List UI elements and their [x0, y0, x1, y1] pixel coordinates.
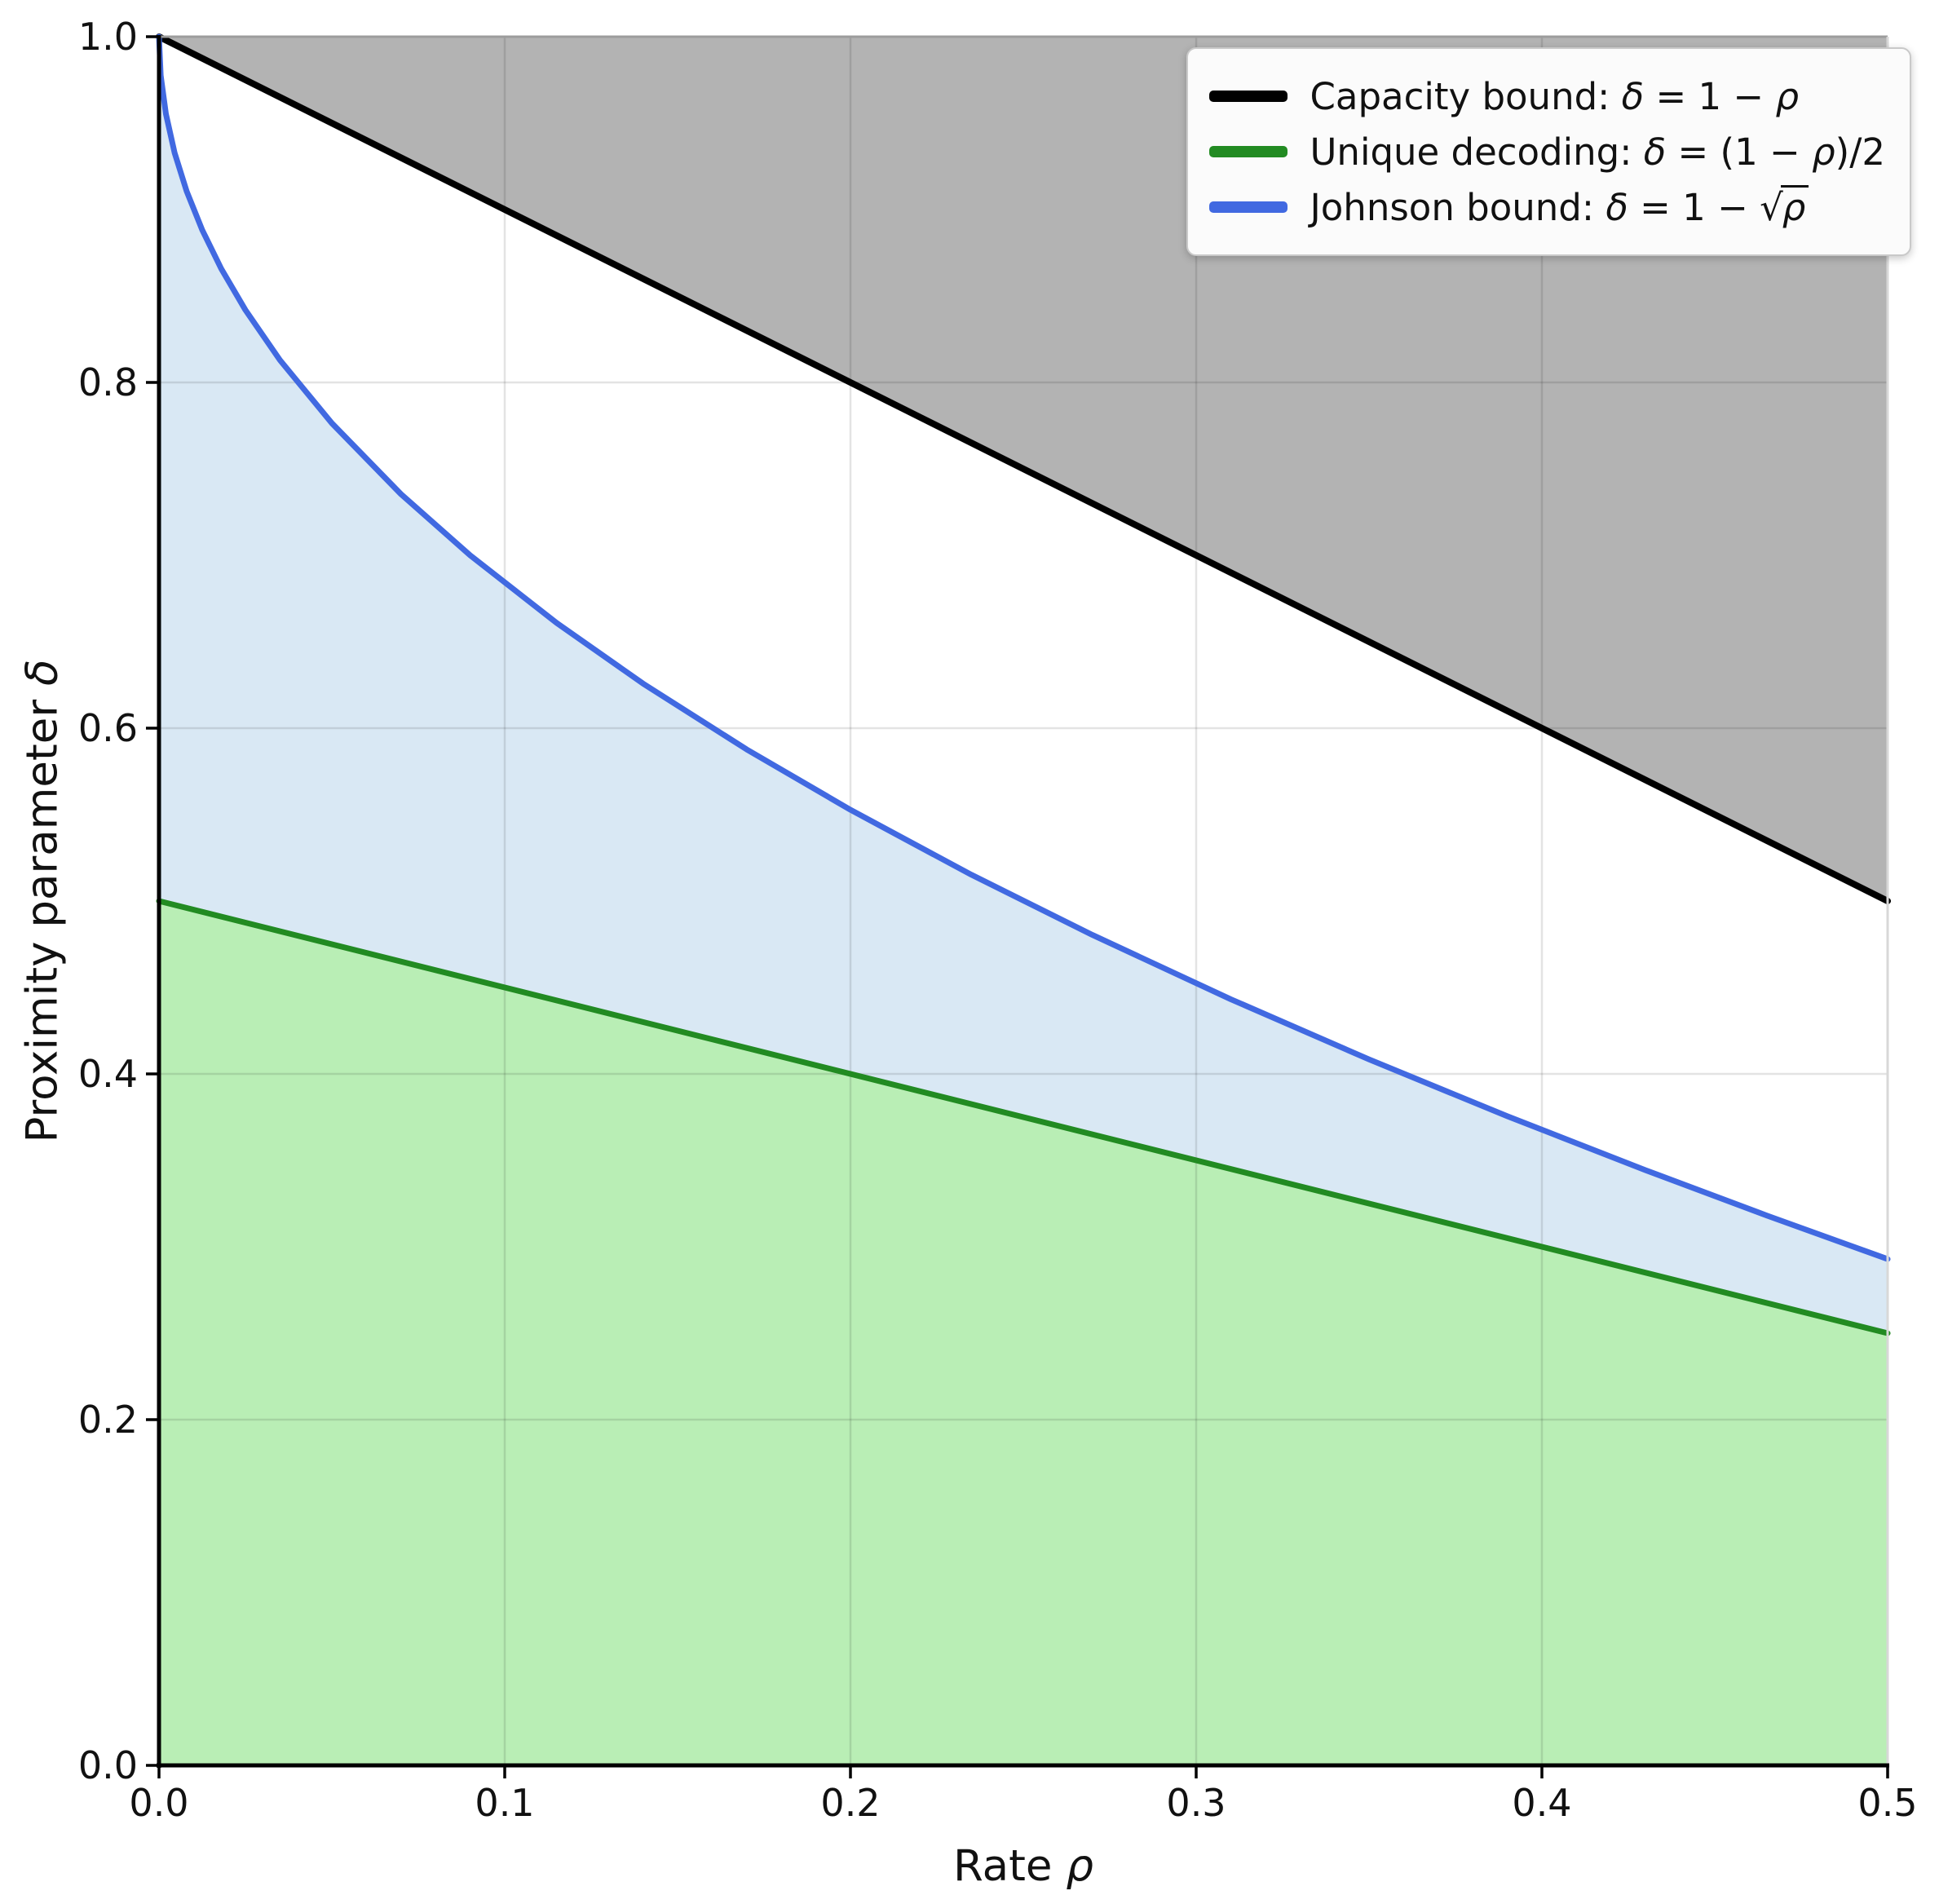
tick-label-x-0.0: 0.0 [129, 1781, 188, 1825]
legend-label-capacity-bound: Capacity bound: δ = 1 − ρ [1310, 74, 1800, 118]
legend-item-johnson-bound: Johnson bound: δ = 1 − √ρ [1208, 179, 1886, 235]
tick-label-x-0.5: 0.5 [1857, 1781, 1917, 1825]
legend-swatch-unique-decoding [1208, 146, 1288, 157]
legend-item-unique-decoding: Unique decoding: δ = (1 − ρ)/2 [1208, 124, 1886, 179]
tick-label-y-0.0: 0.0 [78, 1743, 138, 1787]
tick-label-y-1.0: 1.0 [78, 15, 138, 59]
legend-label-unique-decoding: Unique decoding: δ = (1 − ρ)/2 [1310, 130, 1886, 174]
region-unique-decoding-region [159, 901, 1888, 1765]
legend-label-johnson-bound: Johnson bound: δ = 1 − √ [1310, 186, 1783, 229]
series-lines [156, 33, 1891, 1336]
legend-radicand-johnson-bound: ρ [1780, 185, 1809, 227]
gridlines [157, 35, 1889, 1767]
y-axis-label: Proximity parameter δ [17, 659, 68, 1143]
line-capacity-bound [156, 33, 1891, 904]
axes [157, 35, 1889, 1768]
tick-label-x-0.4: 0.4 [1512, 1781, 1571, 1825]
tick-label-y-0.6: 0.6 [78, 706, 138, 750]
x-axis-label: Rate ρ [952, 1841, 1094, 1891]
tick-label-y-0.2: 0.2 [78, 1398, 138, 1442]
legend-item-capacity-bound: Capacity bound: δ = 1 − ρ [1208, 68, 1886, 124]
legend-swatch-capacity-bound [1208, 91, 1288, 102]
tick-label-x-0.1: 0.1 [475, 1781, 534, 1825]
tick-label-x-0.2: 0.2 [820, 1781, 880, 1825]
legend: Capacity bound: δ = 1 − ρ Unique decodin… [1186, 47, 1911, 256]
tick-labels: 0.0 0.1 0.2 0.3 0.4 0.5 0.0 0.2 0.4 0.6 0.8 1.0 [78, 15, 1918, 1825]
ticks [146, 35, 1889, 1778]
line-johnson-bound [156, 33, 1891, 1262]
legend-swatch-johnson-bound [1208, 201, 1288, 213]
line-unique-decoding [156, 898, 1891, 1336]
tick-label-y-0.4: 0.4 [78, 1052, 138, 1096]
tick-label-y-0.8: 0.8 [78, 360, 138, 404]
tick-label-x-0.3: 0.3 [1166, 1781, 1226, 1825]
